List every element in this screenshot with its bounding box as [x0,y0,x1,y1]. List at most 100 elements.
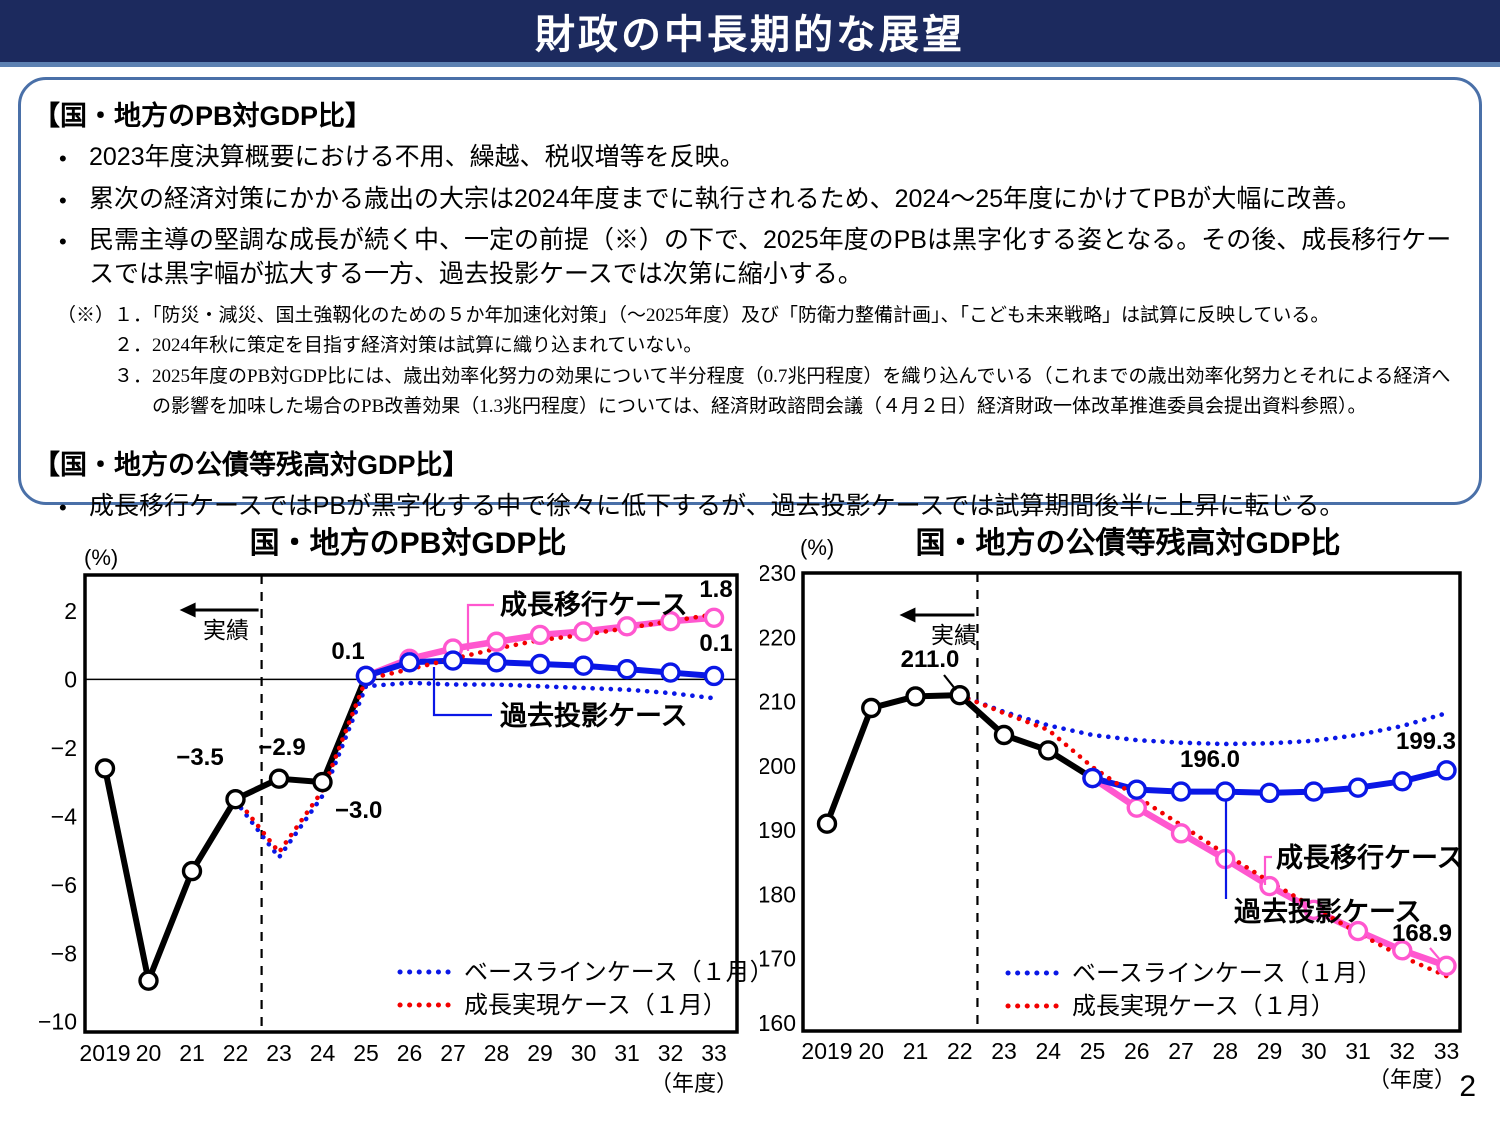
bullet-icon: • [59,187,67,213]
svg-text:ベースラインケース（１月）: ベースラインケース（１月） [464,959,770,986]
svg-text:30: 30 [1301,1038,1327,1064]
svg-text:25: 25 [353,1040,379,1066]
svg-text:168.9: 168.9 [1392,920,1452,947]
markers-growth_transition [355,607,725,687]
svg-text:−10: −10 [38,1009,77,1035]
svg-text:成長移行ケース: 成長移行ケース [1276,842,1464,873]
svg-text:過去投影ケース: 過去投影ケース [500,701,688,731]
footnote: ２．2024年秋に策定を目指す経済対策は試算に織り込まれていない。 [114,335,703,357]
plot-frame [83,573,739,1034]
footnote: ３．2025年度のPB対GDP比には、歳出効率化努力の効果について半分程度（0.… [114,365,1451,418]
svg-text:32: 32 [658,1040,684,1066]
svg-text:25: 25 [1080,1038,1106,1064]
svg-text:190: 190 [760,817,796,843]
y-axis-unit: (%) [84,545,118,570]
x-axis: 2019 20 21 22 23 24 25 26 27 28 29 30 31 32 33 [79,1040,726,1066]
svg-text:28: 28 [1212,1038,1238,1064]
svg-text:−3.5: −3.5 [176,744,223,771]
page-number: 2 [1459,1070,1476,1103]
annotation: −2.9 [258,734,305,761]
debt-gdp-chart: 国・地方の公債等残高対GDP比 (%)230 220 210 200 190 180 170 1… [760,526,1464,1092]
svg-text:2019: 2019 [79,1040,130,1066]
chart-title: 国・地方のPB対GDP比 [250,526,567,560]
annotation: −3.0 [335,797,382,824]
x-axis: 2019 20 21 22 23 24 25 26 27 28 29 30 31 32 33 [801,1038,1459,1064]
svg-text:22: 22 [223,1040,249,1066]
svg-text:−3.0: −3.0 [335,797,382,824]
annotation: 211.0 [901,646,959,691]
x-axis-unit: （年度） [1368,1067,1456,1092]
svg-text:28: 28 [484,1040,510,1066]
title-bar: 財政の中長期的な展望 [0,0,1500,67]
svg-text:過去投影ケース: 過去投影ケース [1234,897,1422,927]
bullet-icon: • [59,229,67,254]
list-item: • 2023年度決算概要における不用、繰越、税収増等を反映。 [59,141,1465,175]
svg-text:23: 23 [991,1038,1017,1064]
svg-text:成長実現ケース（１月）: 成長実現ケース（１月） [1072,993,1335,1020]
svg-text:27: 27 [1168,1038,1194,1064]
annotation: 199.3 [1396,728,1456,755]
x-axis-unit: （年度） [650,1071,738,1096]
svg-text:−4: −4 [51,803,77,829]
svg-text:0.1: 0.1 [331,638,364,665]
list-item: • 民需主導の堅調な成長が続く中、一定の前提（※）の下で、2025年度のPBは黒… [59,224,1465,291]
legend: ベースラインケース（１月） 成長実現ケース（１月） [397,959,770,1019]
y-axis: 230 220 210 200 190 180 170 160 [760,560,796,1036]
svg-text:160: 160 [760,1010,796,1036]
annotation: 1.8 [699,576,732,603]
svg-text:2019: 2019 [801,1038,852,1064]
annotation: 過去投影ケース [1224,800,1422,927]
bullet-text: 累次の経済対策にかかる歳出の大宗は2024年度までに執行されるため、2024～2… [89,184,1362,213]
svg-text:21: 21 [179,1040,205,1066]
series-actual [102,672,369,984]
svg-text:29: 29 [1257,1038,1283,1064]
annotation: 過去投影ケース [432,667,688,731]
summary-box: 【国・地方のPB対GDP比】 • 2023年度決算概要における不用、繰越、税収増… [18,77,1482,520]
svg-text:33: 33 [701,1040,727,1066]
svg-text:33: 33 [1434,1038,1460,1064]
footnote: （※）１．「防災・減災、国土強靱化のための５か年加速化対策」（～2025年度）及… [57,305,1330,326]
svg-text:実績: 実績 [931,622,977,648]
footnotes: （※）１．「防災・減災、国土強靱化のための５か年加速化対策」（～2025年度）及… [57,301,1465,423]
chart-title: 国・地方の公債等残高対GDP比 [915,526,1340,560]
annotation: 168.9 [1392,920,1452,962]
actual-arrow: 実績 [899,607,977,648]
svg-text:30: 30 [571,1040,597,1066]
actual-arrow: 実績 [179,602,259,643]
legend: ベースラインケース（１月） 成長実現ケース（１月） [1005,960,1382,1020]
bullet-icon: • [59,146,67,171]
svg-text:23: 23 [266,1040,292,1066]
svg-text:220: 220 [760,624,796,650]
svg-text:27: 27 [440,1040,466,1066]
svg-text:24: 24 [310,1040,336,1066]
svg-text:29: 29 [527,1040,553,1066]
svg-text:0.1: 0.1 [699,630,732,657]
svg-text:−2.9: −2.9 [258,734,305,761]
annotation: 成長移行ケース [466,589,688,651]
markers-past_projection [1082,760,1457,804]
svg-text:−8: −8 [51,940,77,966]
pb-section-heading: 【国・地方のPB対GDP比】 [33,101,373,131]
annotation: 0.1 [699,630,732,657]
page-title: 財政の中長期的な展望 [535,13,965,57]
bullet-text: 2023年度決算概要における不用、繰越、税収増等を反映。 [89,143,745,171]
svg-text:ベースラインケース（１月）: ベースラインケース（１月） [1072,960,1382,987]
series-growth_jan [957,692,1449,979]
list-item: • 累次の経済対策にかかる歳出の大宗は2024年度までに執行されるため、2024… [59,183,1465,217]
svg-text:200: 200 [760,753,796,779]
svg-text:26: 26 [397,1040,423,1066]
svg-text:170: 170 [760,946,796,972]
svg-text:20: 20 [858,1038,884,1064]
svg-text:−6: −6 [51,872,77,898]
bullet-icon: • [59,494,67,520]
svg-text:2: 2 [64,598,77,624]
svg-text:230: 230 [760,560,796,586]
svg-text:32: 32 [1389,1038,1415,1064]
y-axis-unit: (%) [800,535,834,560]
bullet-text: 成長移行ケースではPBが黒字化する中で徐々に低下するが、過去投影ケースでは試算期… [89,491,1345,520]
svg-text:199.3: 199.3 [1396,728,1456,755]
svg-text:26: 26 [1124,1038,1150,1064]
svg-text:196.0: 196.0 [1180,746,1240,773]
annotation: 0.1 [331,638,364,665]
